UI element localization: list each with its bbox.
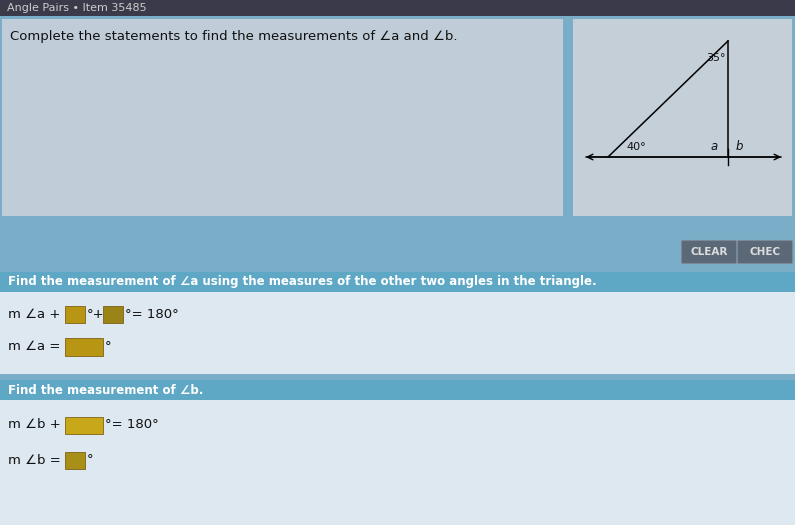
FancyBboxPatch shape <box>103 306 123 322</box>
FancyBboxPatch shape <box>0 374 795 380</box>
Text: m ∠a +: m ∠a + <box>8 308 64 320</box>
Text: b: b <box>736 141 743 153</box>
Text: °= 180°: °= 180° <box>105 418 159 432</box>
Text: CLEAR: CLEAR <box>690 247 727 257</box>
Text: m ∠b +: m ∠b + <box>8 418 65 432</box>
FancyBboxPatch shape <box>573 19 792 216</box>
FancyBboxPatch shape <box>0 400 795 525</box>
Text: Find the measurement of ∠b.: Find the measurement of ∠b. <box>8 383 204 396</box>
Text: °: ° <box>105 341 111 353</box>
Text: m ∠b =: m ∠b = <box>8 454 65 467</box>
Text: 35°: 35° <box>707 53 726 63</box>
FancyBboxPatch shape <box>65 416 103 434</box>
Text: CHEC: CHEC <box>750 247 781 257</box>
Text: Angle Pairs • Item 35485: Angle Pairs • Item 35485 <box>7 3 146 13</box>
FancyBboxPatch shape <box>0 220 795 268</box>
Text: m ∠a =: m ∠a = <box>8 341 64 353</box>
FancyBboxPatch shape <box>0 292 795 374</box>
FancyBboxPatch shape <box>65 306 85 322</box>
FancyBboxPatch shape <box>0 0 795 16</box>
Text: Complete the statements to find the measurements of ∠a and ∠b.: Complete the statements to find the meas… <box>10 30 457 43</box>
FancyBboxPatch shape <box>738 240 793 264</box>
FancyBboxPatch shape <box>2 19 563 216</box>
Text: °= 180°: °= 180° <box>125 308 179 320</box>
Text: Find the measurement of ∠a using the measures of the other two angles in the tri: Find the measurement of ∠a using the mea… <box>8 276 596 289</box>
FancyBboxPatch shape <box>65 452 85 468</box>
Text: °+: °+ <box>87 308 105 320</box>
Text: 40°: 40° <box>626 142 646 152</box>
FancyBboxPatch shape <box>0 272 795 292</box>
FancyBboxPatch shape <box>681 240 736 264</box>
FancyBboxPatch shape <box>65 338 103 356</box>
Text: °: ° <box>87 454 94 467</box>
Text: a: a <box>711 141 718 153</box>
FancyBboxPatch shape <box>0 380 795 400</box>
